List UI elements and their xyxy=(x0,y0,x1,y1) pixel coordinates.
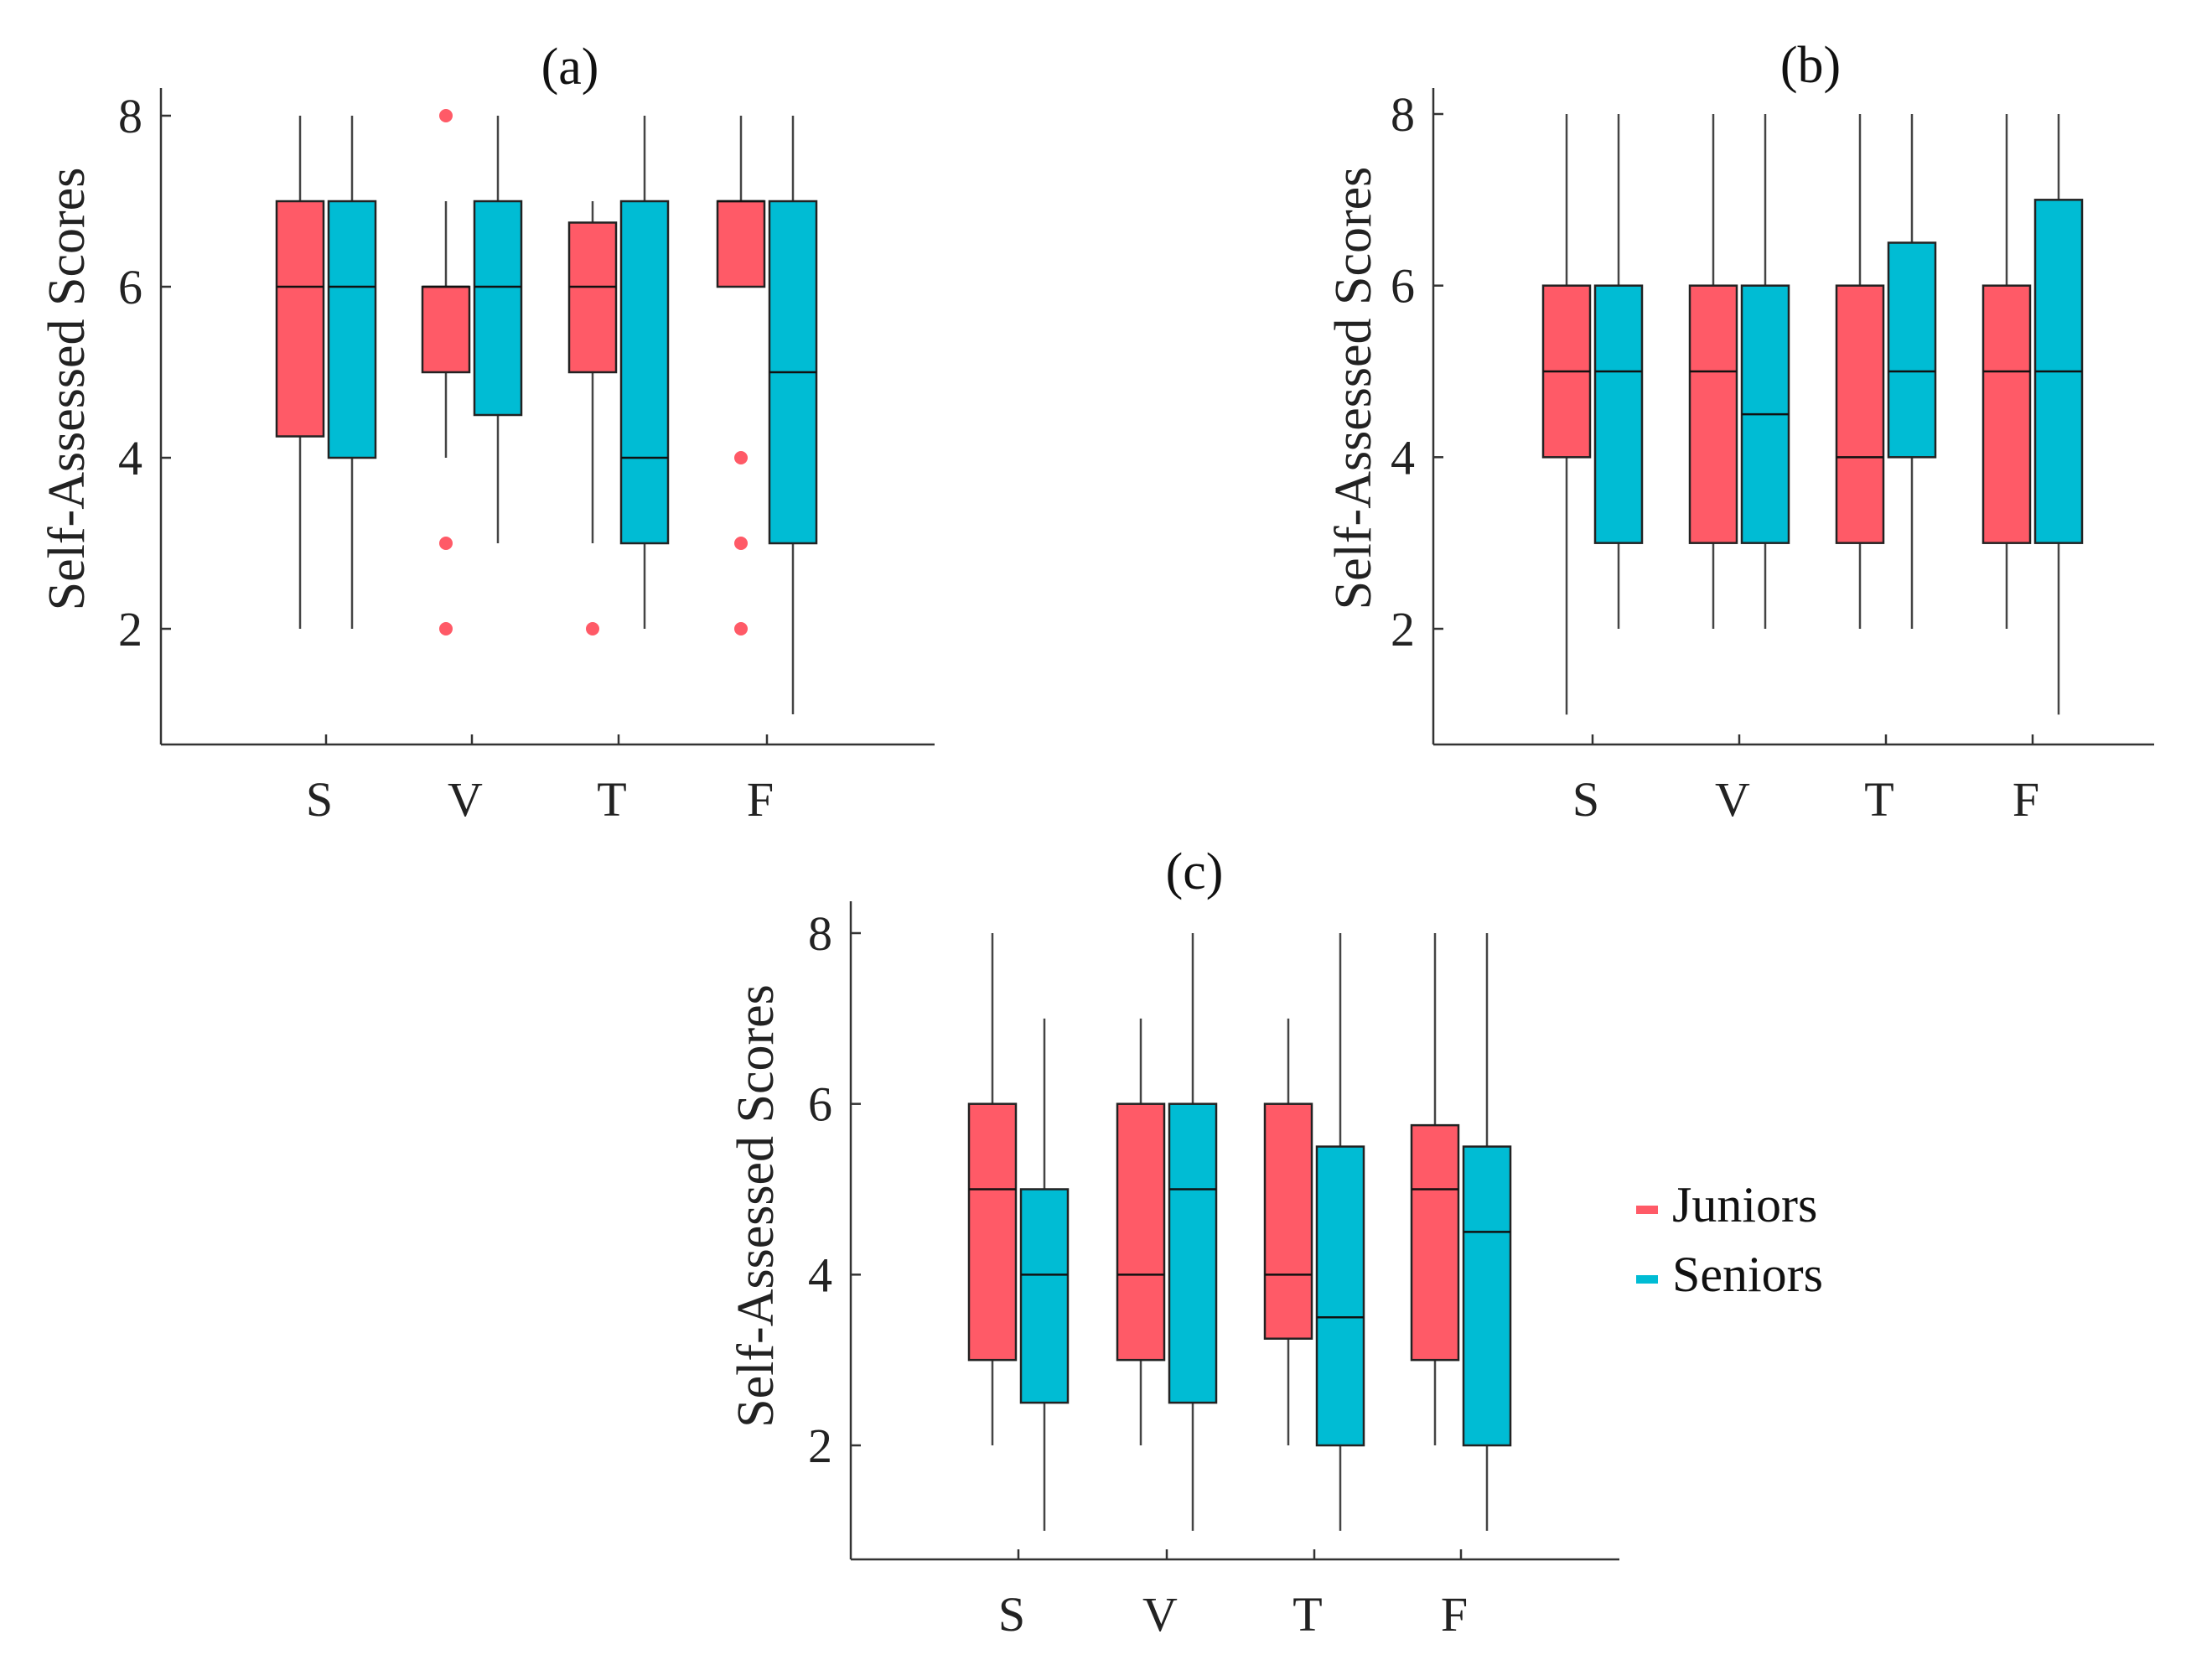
legend-label-juniors: Juniors xyxy=(1672,1177,1817,1232)
box-seniors-F xyxy=(1462,1145,1512,1447)
x-tick-label: T xyxy=(597,772,626,827)
box-seniors-T xyxy=(1315,1145,1365,1447)
box-juniors-S xyxy=(275,200,325,438)
x-tick-label: V xyxy=(1142,1587,1178,1642)
x-tick-label: V xyxy=(1715,772,1750,827)
y-tick-label: 2 xyxy=(1391,602,1415,656)
panel-title-b: (b) xyxy=(1780,37,1841,94)
outlier-juniors-F xyxy=(734,622,748,635)
y-tick-label: 4 xyxy=(1391,430,1415,485)
y-tick-label: 8 xyxy=(118,89,142,143)
y-axis-label: Self-Assessed Scores xyxy=(1325,167,1382,610)
box-seniors-V xyxy=(1168,1102,1218,1404)
box-juniors-F xyxy=(1981,284,2032,544)
y-tick-label: 6 xyxy=(118,260,142,314)
y-axis-label: Self-Assessed Scores xyxy=(39,168,96,611)
box-seniors-T xyxy=(619,200,670,545)
box-seniors-S xyxy=(1593,284,1644,544)
x-tick-label: S xyxy=(998,1587,1025,1642)
outlier-juniors-F xyxy=(734,537,748,550)
outlier-juniors-T xyxy=(586,622,599,635)
x-tick-label: F xyxy=(1441,1587,1468,1642)
outlier-juniors-V xyxy=(439,622,453,635)
x-tick-label: V xyxy=(448,772,483,827)
panel-c: (c) Self-Assessed Scores 2 4 6 8 S V T F xyxy=(728,843,1619,1642)
outlier-juniors-V xyxy=(439,537,453,550)
x-tick-label: T xyxy=(1292,1587,1322,1642)
x-tick-label: F xyxy=(2013,772,2039,827)
x-tick-label: T xyxy=(1864,772,1893,827)
panel-title-c: (c) xyxy=(1166,843,1224,900)
box-seniors-S xyxy=(327,200,377,459)
box-juniors-T xyxy=(567,221,618,374)
box-seniors-T xyxy=(1887,241,1937,459)
legend-label-seniors: Seniors xyxy=(1672,1247,1823,1302)
y-tick-label: 2 xyxy=(808,1419,832,1473)
y-tick-label: 6 xyxy=(808,1077,832,1132)
x-tick-label: F xyxy=(747,772,774,827)
box-juniors-F xyxy=(1410,1123,1460,1362)
legend-swatch-juniors xyxy=(1636,1206,1658,1214)
y-tick-label: 6 xyxy=(1391,259,1415,314)
outlier-juniors-F xyxy=(734,451,748,464)
legend-swatch-seniors xyxy=(1636,1275,1658,1284)
box-juniors-V xyxy=(421,285,471,374)
y-tick-label: 8 xyxy=(808,906,832,961)
box-juniors-F xyxy=(716,200,766,288)
y-tick-label: 4 xyxy=(118,431,142,485)
y-tick-label: 8 xyxy=(1391,87,1415,142)
y-tick-label: 4 xyxy=(808,1248,832,1302)
outlier-juniors-V xyxy=(439,109,453,122)
y-axis-label: Self-Assessed Scores xyxy=(728,984,785,1428)
box-juniors-S xyxy=(967,1102,1018,1362)
box-seniors-V xyxy=(473,200,523,417)
panel-title-a: (a) xyxy=(541,39,599,96)
x-tick-label: S xyxy=(306,772,333,827)
legend: Juniors Seniors xyxy=(1636,1177,1823,1302)
x-tick-label: S xyxy=(1572,772,1599,827)
y-tick-label: 2 xyxy=(118,602,142,656)
box-juniors-T xyxy=(1263,1102,1313,1340)
box-seniors-S xyxy=(1019,1188,1070,1404)
box-juniors-V xyxy=(1688,284,1738,544)
box-juniors-V xyxy=(1116,1102,1166,1362)
panel-a: (a) Self-Assessed Scores 2 4 6 8 S V T F xyxy=(39,39,935,827)
box-juniors-T xyxy=(1835,284,1885,544)
